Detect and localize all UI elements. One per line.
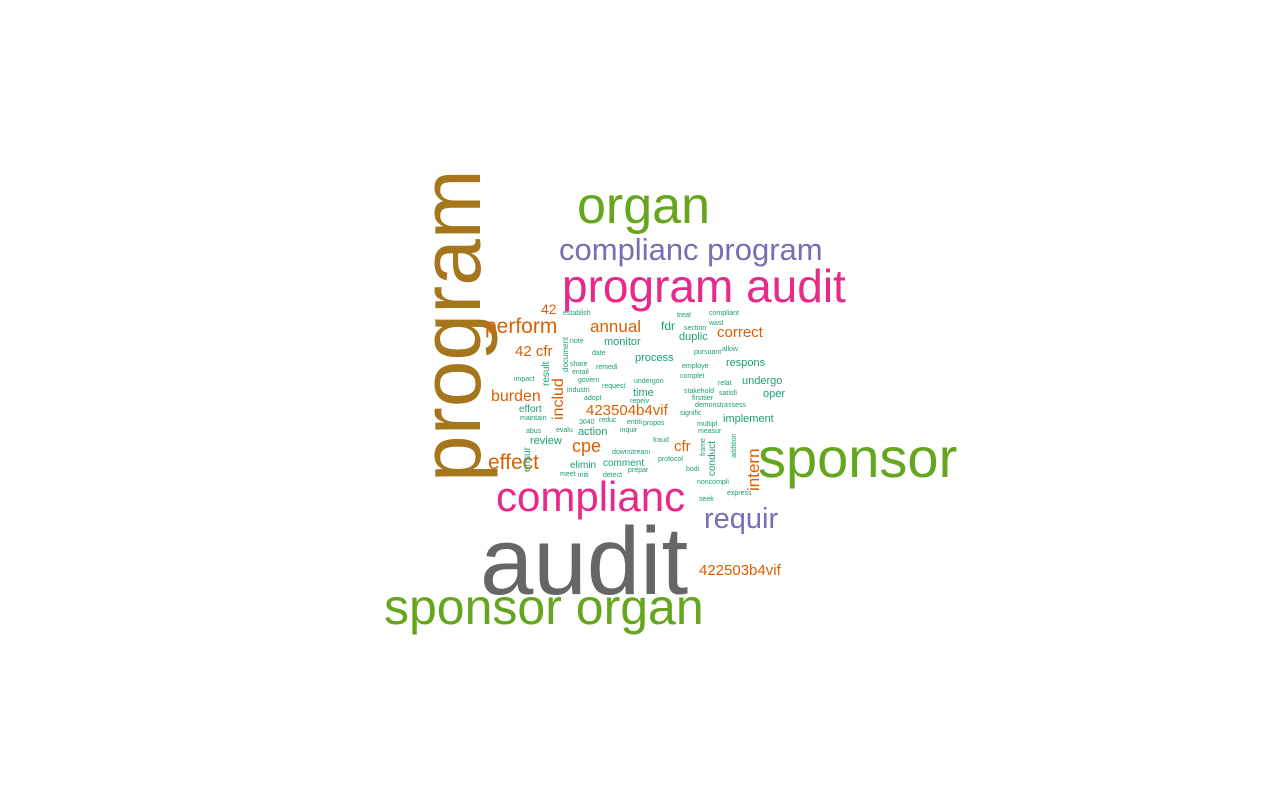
- word-treat: treat: [677, 312, 692, 319]
- word-fdr: fdr: [661, 319, 676, 333]
- word-result: result: [541, 361, 552, 386]
- word-423504b4vif: 423504b4vif: [586, 402, 668, 419]
- word-ensur: ensur: [522, 446, 533, 472]
- word-addition: addition: [731, 433, 738, 458]
- word-entail: entail: [572, 369, 589, 376]
- word-fraud: fraud: [653, 437, 669, 444]
- word-organ: organ: [577, 177, 710, 235]
- word-downstream: downstream: [612, 449, 651, 456]
- word-effort: effort: [519, 404, 542, 415]
- word-adopt: adopt: [584, 395, 602, 402]
- word-monitor: monitor: [604, 336, 641, 348]
- word-cpe: cpe: [572, 436, 602, 456]
- word-note: note: [570, 338, 584, 345]
- word-respons: respons: [726, 357, 766, 369]
- word-undergon: undergon: [634, 378, 664, 385]
- word-date: date: [592, 350, 606, 357]
- word-action: action: [578, 426, 608, 438]
- word-pursuant: pursuant: [694, 349, 722, 356]
- word-includ: includ: [550, 378, 567, 420]
- word-maintain: maintain: [520, 415, 547, 422]
- word-42-cfr: 42 cfr: [515, 343, 553, 360]
- word-section: section: [684, 325, 707, 332]
- word-reply: repeiv: [630, 398, 650, 405]
- word-relat: relat: [718, 380, 732, 387]
- word-3040: 3040: [579, 419, 595, 426]
- word-implement: implement: [723, 413, 774, 425]
- word-wast: wast: [709, 320, 724, 327]
- word-bodi: bodi: [686, 466, 700, 473]
- word-multipl: multipl: [697, 421, 718, 428]
- word-conduct: conduct: [707, 440, 718, 476]
- word-complianc-program: complianc program: [559, 232, 823, 267]
- word-oper: oper: [763, 388, 786, 400]
- word-time: time: [633, 387, 654, 399]
- word-protocol: protocol: [658, 456, 683, 463]
- word-undergo: undergo: [742, 375, 783, 387]
- word-establish: establish: [563, 310, 591, 317]
- word-process: process: [635, 352, 674, 364]
- word-sponsor-organ: sponsor organ: [384, 579, 704, 635]
- word-allow: allow: [722, 346, 738, 353]
- word-share: share: [570, 361, 588, 368]
- word-remedi: remedi: [596, 364, 618, 371]
- word-satisfi: satisfi: [719, 390, 737, 397]
- word-initi: initi: [578, 472, 589, 479]
- word-frame: frame: [700, 438, 707, 456]
- word-intern: intern: [744, 448, 763, 491]
- word-request: request: [602, 383, 626, 390]
- word-firsttier: firsttier: [692, 395, 713, 402]
- word-document: document: [561, 336, 570, 372]
- word-propos: propos: [643, 420, 665, 427]
- word-employe: employe: [682, 363, 709, 370]
- word-sponsor: sponsor: [758, 426, 958, 489]
- word-evalu: evalu: [556, 427, 573, 434]
- word-cfr: cfr: [674, 438, 691, 455]
- word-annual: annual: [590, 317, 642, 336]
- word-program: program: [404, 169, 498, 482]
- word-perform: perform: [485, 315, 558, 338]
- word-industri: industri: [567, 387, 590, 394]
- word-measur: measur: [698, 428, 722, 435]
- word-complianc: complianc: [496, 473, 686, 520]
- word-inquir: inquir: [620, 427, 638, 434]
- word-seek: seek: [699, 496, 714, 503]
- word-42: 42: [541, 301, 557, 317]
- word-demonstrassess: demonstrassess: [695, 402, 746, 409]
- word-review: review: [530, 435, 562, 447]
- word-422503b4vif: 422503b4vif: [699, 562, 781, 579]
- word-compliant: compliant: [709, 310, 739, 317]
- word-elimin: elimin: [570, 460, 597, 471]
- word-requir: requir: [704, 503, 779, 535]
- word-audit: audit: [480, 508, 689, 615]
- word-correct: correct: [717, 324, 763, 341]
- word-abus: abus: [526, 428, 542, 435]
- word-prepar: prepar: [628, 467, 649, 474]
- word-effect: effect: [488, 451, 539, 474]
- word-reduc: reduc: [599, 417, 617, 424]
- word-burden: burden: [491, 388, 541, 405]
- word-detect: detect: [603, 472, 623, 479]
- word-duplic: duplic: [679, 331, 708, 343]
- word-comment: comment: [603, 458, 645, 469]
- word-signific: signific: [680, 410, 702, 417]
- word-entiti: entiti: [627, 419, 642, 426]
- word-meet: meet: [560, 471, 576, 478]
- word-program-audit: program audit: [562, 260, 846, 312]
- word-express: express: [727, 490, 752, 497]
- word-complet: complet: [680, 373, 705, 380]
- word-govern: govern: [578, 377, 600, 384]
- word-noncompli: noncompli: [697, 479, 729, 486]
- word-stakehold: stakehold: [684, 388, 714, 395]
- word-impact: impact: [514, 376, 535, 383]
